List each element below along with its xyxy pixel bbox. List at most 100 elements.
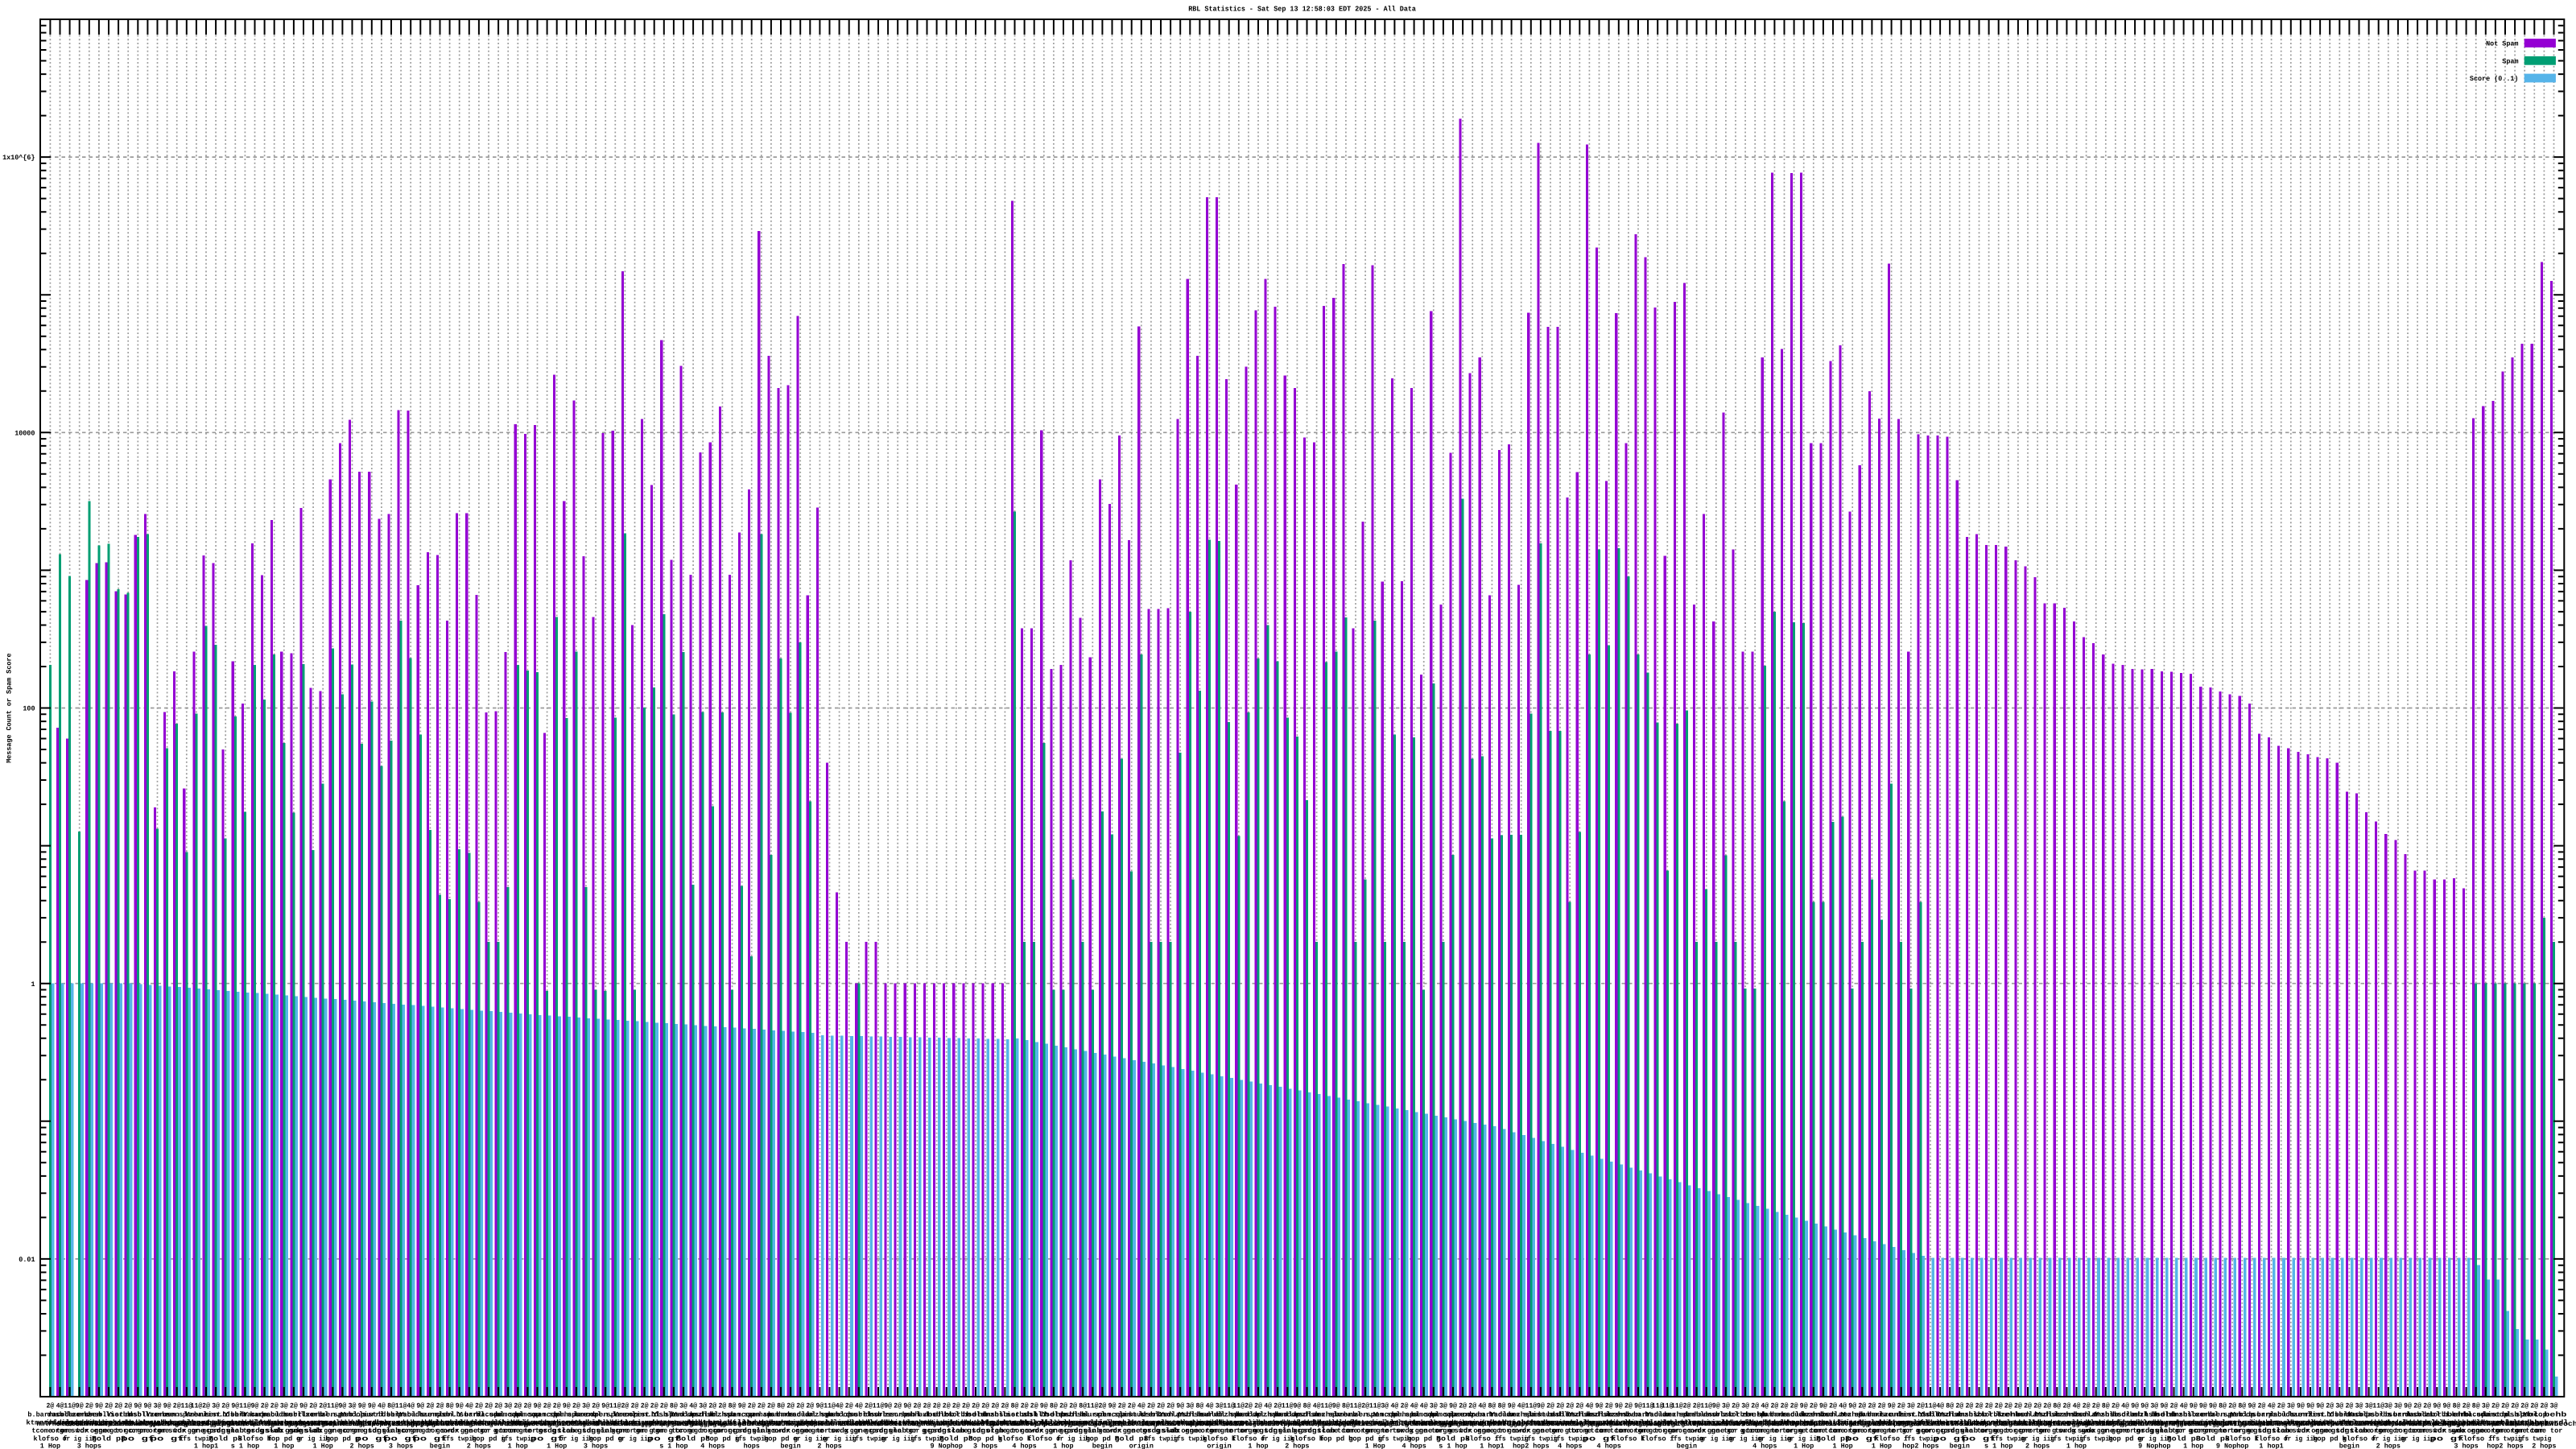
svg-text:2 hops: 2 hops — [817, 1443, 841, 1449]
svg-text:erleaeernhtw: erleaeernhtw — [2345, 1419, 2394, 1427]
svg-text:po gf: po gf — [1845, 1435, 1879, 1443]
svg-text:ifs twpig: ifs twpig — [2050, 1435, 2083, 1443]
svg-text:dgckedokkbtcdk: dgckedokkbtcdk — [1721, 1419, 1769, 1427]
svg-text:2@: 2@ — [991, 1402, 999, 1410]
svg-text:cknosnigpnp: cknosnigpnp — [329, 1420, 376, 1428]
svg-text:psbl.surrl: psbl.surrl — [1060, 1411, 1105, 1419]
svg-text:8@: 8@ — [1946, 1402, 1954, 1410]
svg-text:smkkiiroaknrc: smkkiiroaknrc — [2355, 1420, 2402, 1428]
svg-text:zbl.behb: zbl.behb — [1022, 1411, 1067, 1419]
svg-text:ifs twpig: ifs twpig — [1495, 1435, 1529, 1443]
svg-text:aglghgoltoc: aglghgoltoc — [2199, 1420, 2246, 1428]
svg-text:ddibslbwpldg: ddibslbwpldg — [1604, 1419, 1653, 1427]
svg-text:thspcgtims: thspcgtims — [2024, 1420, 2070, 1428]
svg-text:gor gcoror: gor gcoror — [753, 1427, 790, 1435]
svg-text:gne tor g: gne tor g — [1123, 1427, 1160, 1435]
svg-text:2@: 2@ — [1605, 1402, 1613, 1410]
svg-text:2@: 2@ — [2170, 1402, 2178, 1410]
svg-text:2 hops: 2 hops — [350, 1443, 374, 1449]
svg-text:lzenzen.Y: lzenzen.Y — [1879, 1411, 1925, 1419]
svg-text:0.01: 0.01 — [19, 1256, 35, 1264]
svg-text:swdx gne: swdx gne — [2078, 1427, 2115, 1435]
svg-text:2@: 2@ — [1829, 1402, 1837, 1410]
svg-text:swdx gne: swdx gne — [1104, 1427, 1141, 1435]
svg-text:klofso f: klofso f — [1027, 1435, 1061, 1443]
svg-text:oebgbadnbw: oebgbadnbw — [2434, 1420, 2481, 1428]
svg-text:2@: 2@ — [2491, 1402, 2500, 1410]
svg-text:dnsbl.sorbs: dnsbl.sorbs — [86, 1411, 131, 1419]
svg-text:lgcpemhimlwt: lgcpemhimlwt — [1634, 1420, 1681, 1428]
svg-text:2@: 2@ — [1781, 1402, 1789, 1410]
svg-text:dhbmomhnccw: dhbmomhnccw — [1761, 1419, 1810, 1427]
svg-text:9@: 9@ — [76, 1402, 84, 1410]
svg-text:pwhlosdnarb: pwhlosdnarb — [241, 1419, 289, 1427]
svg-text:9@: 9@ — [1615, 1402, 1623, 1410]
svg-text:celbtppmnphr: celbtppmnphr — [1264, 1420, 1311, 1428]
svg-text:4@: 4@ — [1137, 1402, 1146, 1410]
svg-text:or ig iig: or ig iig — [1787, 1435, 1821, 1443]
svg-text:2@: 2@ — [1118, 1402, 1126, 1410]
svg-text:bl.spamcop: bl.spamcop — [1430, 1411, 1476, 1419]
svg-text:keblggbcbserml: keblggbcbserml — [1848, 1420, 1895, 1428]
svg-text:swdx gne: swdx gne — [441, 1427, 478, 1435]
svg-text:2@: 2@ — [1575, 1402, 1583, 1410]
svg-text:zen.spamhaus: zen.spamhaus — [1372, 1411, 1417, 1419]
svg-text:gor gcoror: gor gcoror — [2000, 1427, 2037, 1435]
svg-text:smrahkphdr: smrahkphdr — [2394, 1420, 2441, 1428]
svg-text:2@: 2@ — [2413, 1402, 2421, 1410]
svg-text:gor gcoror: gor gcoror — [324, 1427, 361, 1435]
svg-text:2@: 2@ — [2511, 1402, 2519, 1410]
svg-text:1 hop: 1 hop — [2066, 1443, 2087, 1449]
svg-text:klofso f: klofso f — [33, 1435, 67, 1443]
svg-text:gne tor g: gne tor g — [1961, 1427, 1998, 1435]
svg-text:4@: 4@ — [1206, 1402, 1214, 1410]
svg-text:8@: 8@ — [2472, 1402, 2480, 1410]
svg-text:2@: 2@ — [1566, 1402, 1574, 1410]
svg-text:9@: 9@ — [1294, 1402, 1302, 1410]
svg-text:b.barracuda: b.barracuda — [1469, 1411, 1514, 1419]
svg-text:ppelkranma: ppelkranma — [2462, 1419, 2510, 1427]
svg-text:gor gcoror: gor gcoror — [1922, 1427, 1959, 1435]
svg-text:maodhogkpwnl: maodhogkpwnl — [786, 1419, 834, 1427]
svg-text:orgne tor: orgne tor — [2467, 1427, 2504, 1435]
svg-text:cleilgtknb: cleilgtknb — [1381, 1420, 1428, 1428]
svg-text:Message Count or Spam Score: Message Count or Spam Score — [6, 654, 14, 763]
svg-text:2@: 2@ — [2346, 1402, 2354, 1410]
svg-text:11@: 11@ — [873, 1402, 885, 1410]
svg-text:psbl.surrl: psbl.surrl — [340, 1411, 385, 1419]
svg-text:9@: 9@ — [358, 1402, 366, 1410]
svg-text:2@: 2@ — [2326, 1402, 2334, 1410]
svg-text:3@: 3@ — [1381, 1402, 1389, 1410]
svg-text:list.dsblY: list.dsblY — [1898, 1411, 1944, 1419]
svg-text:2@: 2@ — [2530, 1402, 2538, 1410]
svg-text:orgne tor: orgne tor — [52, 1427, 89, 1435]
svg-text:aocpsmmolcssp: aocpsmmolcssp — [1546, 1419, 1594, 1427]
svg-text:2@: 2@ — [221, 1402, 229, 1410]
svg-text:gcggstaspclmn: gcggstaspclmn — [299, 1419, 347, 1427]
svg-text:1 hop: 1 hop — [1053, 1443, 1073, 1449]
svg-text:psbl.surrl: psbl.surrl — [2366, 1411, 2411, 1419]
svg-text:lgbowhtromare: lgbowhtromare — [1663, 1419, 1711, 1427]
svg-text:gbdaetbbrlgrt: gbdaetbbrlgrt — [2180, 1420, 2227, 1428]
svg-text:gor gcoror: gor gcoror — [1006, 1427, 1043, 1435]
svg-text:ifs twpig: ifs twpig — [910, 1435, 944, 1443]
svg-text:gne tor g: gne tor g — [617, 1427, 654, 1435]
svg-text:psbl.surrl: psbl.surrl — [2268, 1411, 2314, 1419]
svg-text:s 1 hop: s 1 hop — [659, 1443, 687, 1449]
svg-text:11@: 11@ — [1350, 1402, 1362, 1410]
svg-text:9@: 9@ — [2316, 1402, 2324, 1410]
svg-text:gdikhongmlpb: gdikhongmlpb — [1877, 1419, 1926, 1427]
svg-text:list.dsblY: list.dsblY — [1002, 1411, 1048, 1419]
svg-text:twpkoobksblded: twpkoobksblded — [221, 1419, 269, 1427]
svg-text:2@: 2@ — [1254, 1402, 1262, 1410]
svg-text:gor gcoror: gor gcoror — [382, 1427, 419, 1435]
svg-text:9@: 9@ — [2443, 1402, 2451, 1410]
svg-text:ifs twpig: ifs twpig — [2079, 1435, 2113, 1443]
svg-text:b.barracuda: b.barracuda — [1860, 1411, 1905, 1419]
svg-text:1: 1 — [31, 980, 35, 989]
svg-text:3 hops: 3 hops — [584, 1443, 608, 1449]
svg-text:zbl.behb: zbl.behb — [905, 1411, 950, 1419]
svg-text:9@: 9@ — [2306, 1402, 2314, 1410]
svg-text:9 Nophop: 9 Nophop — [931, 1443, 963, 1449]
svg-text:or ig iig: or ig iig — [63, 1435, 97, 1443]
